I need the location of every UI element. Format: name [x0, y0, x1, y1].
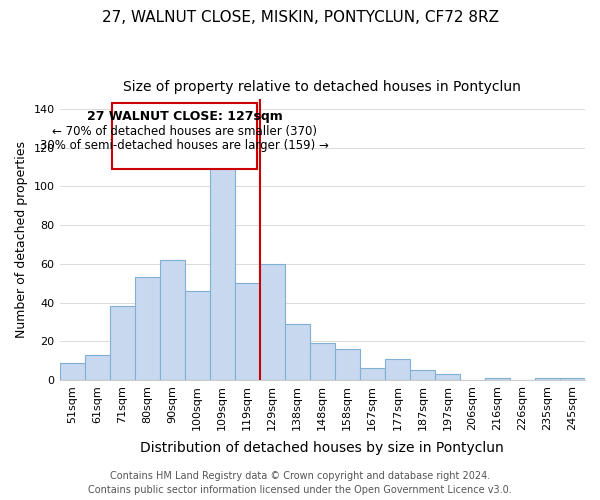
Bar [185, 291, 209, 380]
Bar [260, 264, 285, 380]
Bar [485, 378, 510, 380]
Bar [360, 368, 385, 380]
Bar [85, 355, 110, 380]
Bar [160, 260, 185, 380]
Bar [560, 378, 585, 380]
Bar [385, 358, 410, 380]
Y-axis label: Number of detached properties: Number of detached properties [15, 141, 28, 338]
FancyBboxPatch shape [112, 103, 257, 169]
Text: ← 70% of detached houses are smaller (370): ← 70% of detached houses are smaller (37… [52, 125, 317, 138]
Bar [335, 349, 360, 380]
Text: 27 WALNUT CLOSE: 127sqm: 27 WALNUT CLOSE: 127sqm [87, 110, 283, 124]
Text: 30% of semi-detached houses are larger (159) →: 30% of semi-detached houses are larger (… [40, 140, 329, 152]
X-axis label: Distribution of detached houses by size in Pontyclun: Distribution of detached houses by size … [140, 441, 504, 455]
Bar [410, 370, 435, 380]
Bar [310, 343, 335, 380]
Text: 27, WALNUT CLOSE, MISKIN, PONTYCLUN, CF72 8RZ: 27, WALNUT CLOSE, MISKIN, PONTYCLUN, CF7… [101, 10, 499, 25]
Bar [535, 378, 560, 380]
Bar [59, 362, 85, 380]
Bar [134, 278, 160, 380]
Bar [285, 324, 310, 380]
Bar [110, 306, 134, 380]
Title: Size of property relative to detached houses in Pontyclun: Size of property relative to detached ho… [124, 80, 521, 94]
Bar [209, 122, 235, 380]
Bar [435, 374, 460, 380]
Bar [235, 283, 260, 380]
Text: Contains HM Land Registry data © Crown copyright and database right 2024.
Contai: Contains HM Land Registry data © Crown c… [88, 471, 512, 495]
